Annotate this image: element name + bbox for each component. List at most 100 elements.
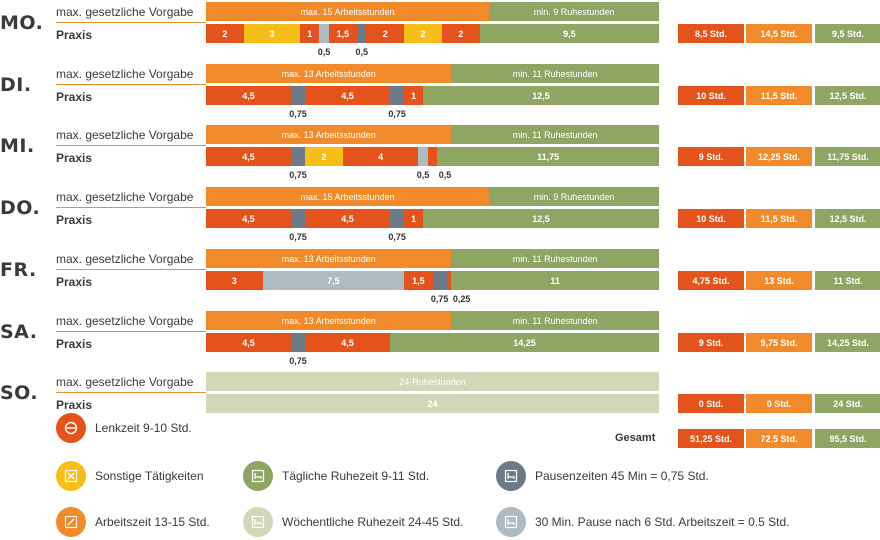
- summary-ruhezeit: 24 Std.: [815, 394, 880, 413]
- day-label-so: SO.: [0, 382, 39, 404]
- praxis-label: Praxis: [56, 213, 93, 227]
- praxis-label: Praxis: [56, 275, 93, 289]
- day-label-sa: SA.: [0, 321, 38, 343]
- vorgabe-label: max. gesetzliche Vorgabe: [56, 190, 194, 204]
- summary-ruhezeit: 11,75 Std.: [815, 147, 880, 166]
- praxis-bar-segment: 3: [206, 271, 263, 290]
- legend-swatch-lenkzeit: [56, 413, 86, 443]
- segment-value-label: 0,5: [416, 170, 430, 180]
- legend-swatch-sonstige: [56, 461, 86, 491]
- vorgabe-bar-segment: max. 15 Arbeitsstunden: [206, 187, 490, 206]
- summary-ruhezeit: 12,5 Std.: [815, 86, 880, 105]
- summary-lenkzeit: 0 Std.: [678, 394, 744, 413]
- praxis-bar-segment: 7,5: [262, 271, 405, 290]
- praxis-bar-segment: 3: [243, 24, 301, 43]
- gesamt-value: 72,5 Std.: [746, 429, 812, 448]
- summary-arbeitszeit: 14,5 Std.: [746, 24, 812, 43]
- vorgabe-bar-segment: max. 13 Arbeitsstunden: [206, 249, 452, 268]
- legend-label: Wöchentliche Ruhezeit 24-45 Std.: [282, 515, 464, 529]
- praxis-bar-segment: 4,5: [206, 86, 291, 105]
- praxis-bar-segment: 2: [206, 24, 244, 43]
- praxis-bar-segment: 2: [305, 147, 343, 166]
- vorgabe-label: max. gesetzliche Vorgabe: [56, 67, 194, 81]
- vorgabe-label: max. gesetzliche Vorgabe: [56, 314, 194, 328]
- praxis-label: Praxis: [56, 28, 93, 42]
- day-label-do: DO.: [0, 197, 41, 219]
- praxis-bar-segment: 1: [404, 86, 424, 105]
- vorgabe-bar-segment: min. 11 Ruhestunden: [451, 125, 659, 144]
- summary-arbeitszeit: 11,5 Std.: [746, 86, 812, 105]
- legend-label: 30 Min. Pause nach 6 Std. Arbeitszeit = …: [535, 515, 790, 529]
- summary-ruhezeit: 14,25 Std.: [815, 333, 880, 352]
- vorgabe-underline: [56, 331, 206, 332]
- praxis-bar-segment: 11,75: [437, 147, 659, 166]
- praxis-bar-segment: 14,25: [390, 333, 659, 352]
- pencil-icon: [64, 515, 78, 529]
- praxis-bar-segment: 4,5: [305, 333, 391, 352]
- tools-icon: [64, 469, 78, 483]
- praxis-bar-segment: 4,5: [206, 147, 291, 166]
- vorgabe-underline: [56, 145, 206, 146]
- legend-swatch-pause30: [496, 507, 526, 537]
- praxis-bar-segment: 12,5: [423, 86, 659, 105]
- vorgabe-bar-segment: max. 13 Arbeitsstunden: [206, 64, 452, 83]
- legend-label: Pausenzeiten 45 Min = 0,75 Std.: [535, 469, 709, 483]
- legend-label: Sonstige Tätigkeiten: [95, 469, 204, 483]
- vorgabe-label: max. gesetzliche Vorgabe: [56, 5, 194, 19]
- segment-value-label: 0,75: [289, 356, 307, 366]
- vorgabe-bar-segment: min. 11 Ruhestunden: [451, 311, 659, 330]
- bed-icon: [251, 515, 265, 529]
- day-label-di: DI.: [0, 74, 32, 96]
- praxis-bar-segment: 4: [342, 147, 419, 166]
- praxis-bar-segment: [290, 147, 306, 166]
- vorgabe-underline: [56, 22, 206, 23]
- vorgabe-underline: [56, 84, 206, 85]
- praxis-bar-segment: 1: [404, 209, 424, 228]
- legend-swatch-ruhe_taeglich: [243, 461, 273, 491]
- legend-swatch-ruhe_woechentlich: [243, 507, 273, 537]
- steering-wheel-icon: [64, 421, 78, 435]
- segment-value-label: 0,75: [430, 294, 449, 304]
- praxis-bar-segment: 4,5: [206, 333, 291, 352]
- summary-ruhezeit: 12,5 Std.: [815, 209, 880, 228]
- vorgabe-label: max. gesetzliche Vorgabe: [56, 252, 194, 266]
- day-label-mi: MI.: [0, 135, 35, 157]
- vorgabe-bar-segment: max. 15 Arbeitsstunden: [206, 2, 490, 21]
- praxis-bar-segment: [319, 24, 329, 43]
- legend-swatch-arbeitszeit: [56, 507, 86, 537]
- praxis-bar-segment: [290, 209, 306, 228]
- praxis-bar-segment: [446, 271, 452, 290]
- segment-value-label: 0,5: [355, 47, 368, 57]
- summary-lenkzeit: 9 Std.: [678, 147, 744, 166]
- praxis-bar-segment: [427, 147, 438, 166]
- vorgabe-bar-segment: min. 11 Ruhestunden: [451, 249, 659, 268]
- gesamt-value: 95,5 Std.: [815, 429, 880, 448]
- segment-value-label: 0,75: [289, 109, 307, 119]
- legend-label: Arbeitszeit 13-15 Std.: [95, 515, 210, 529]
- legend-label: Tägliche Ruhezeit 9-11 Std.: [282, 469, 430, 483]
- vorgabe-underline: [56, 269, 206, 270]
- praxis-label: Praxis: [56, 398, 93, 412]
- vorgabe-underline: [56, 392, 206, 393]
- segment-value-label: 0,25: [452, 294, 471, 304]
- gesamt-value: 51,25 Std.: [678, 429, 744, 448]
- praxis-bar-segment: [432, 271, 447, 290]
- legend-swatch-pause45: [496, 461, 526, 491]
- praxis-label: Praxis: [56, 337, 93, 351]
- day-label-fr: FR.: [0, 259, 37, 281]
- vorgabe-bar-segment: min. 11 Ruhestunden: [451, 64, 659, 83]
- praxis-label: Praxis: [56, 90, 93, 104]
- vorgabe-bar-segment: 24-Ruhestunden: [206, 372, 659, 391]
- vorgabe-bar-segment: min. 9 Ruhestunden: [489, 187, 659, 206]
- segment-value-label: 0,75: [289, 170, 307, 180]
- legend-label: Lenkzeit 9-10 Std.: [95, 421, 192, 435]
- bed-icon: [504, 515, 518, 529]
- summary-lenkzeit: 4,75 Std.: [678, 271, 744, 290]
- praxis-bar-segment: [290, 333, 306, 352]
- summary-lenkzeit: 8,5 Std.: [678, 24, 744, 43]
- segment-value-label: 0,75: [388, 232, 406, 242]
- praxis-bar-segment: 4,5: [206, 209, 291, 228]
- praxis-bar-segment: 4,5: [305, 86, 391, 105]
- summary-lenkzeit: 10 Std.: [678, 209, 744, 228]
- praxis-bar-segment: [418, 147, 428, 166]
